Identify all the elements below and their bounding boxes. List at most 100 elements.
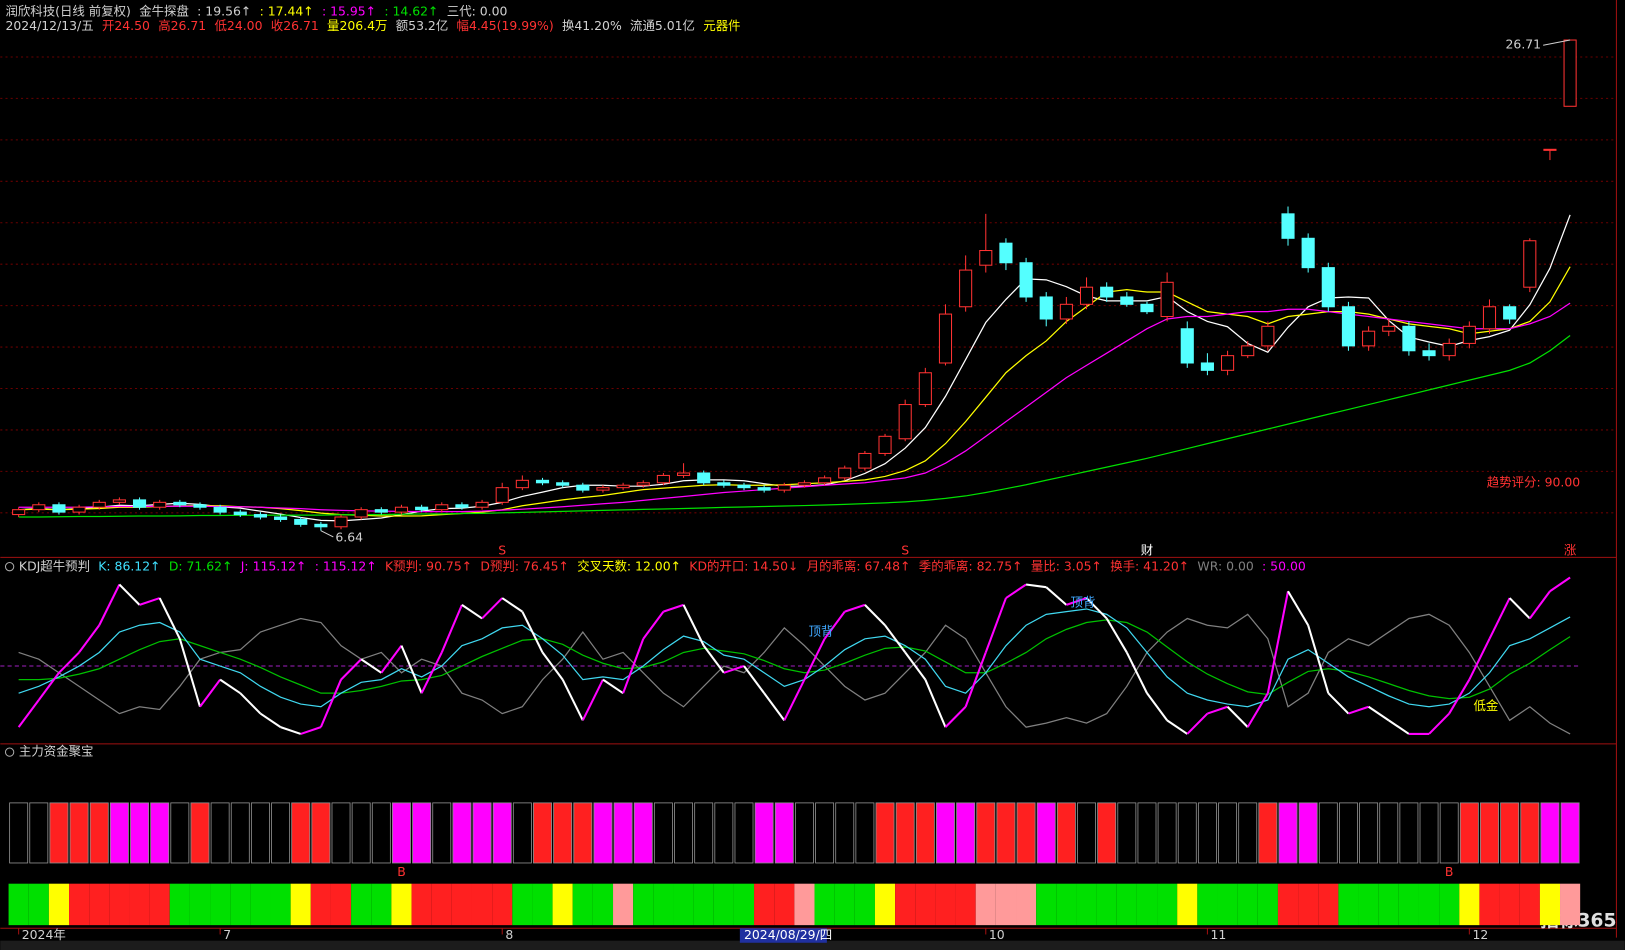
header-item: 量206.4万 xyxy=(327,17,387,32)
header-item: 额53.2亿 xyxy=(396,17,449,32)
candle-body xyxy=(1120,296,1134,305)
fund-bar xyxy=(351,802,371,864)
j-line-segment xyxy=(1368,705,1390,722)
fund-bar xyxy=(1298,802,1318,864)
fund-bar xyxy=(1016,802,1036,864)
candle-body xyxy=(898,404,912,440)
j-line-segment xyxy=(420,651,443,694)
header-item: 月的乖离: 67.48↑ xyxy=(807,558,911,573)
j-line-segment xyxy=(1528,590,1551,620)
trend-bar xyxy=(8,883,29,926)
j-line-segment xyxy=(622,638,645,694)
trend-bar xyxy=(210,883,231,926)
trend-bar xyxy=(431,883,452,926)
candle-body xyxy=(1321,267,1335,308)
cursor-date: 2024/08/29/四 xyxy=(744,927,832,942)
fund-bar xyxy=(573,802,593,864)
j-line-segment xyxy=(1428,712,1450,735)
fund-bar xyxy=(593,802,613,864)
j-line-segment xyxy=(1327,692,1350,715)
fund-bar xyxy=(1177,802,1197,864)
candle-body xyxy=(374,509,388,513)
j-line-segment xyxy=(400,645,423,694)
j-line-segment xyxy=(37,672,60,701)
trend-bar xyxy=(1519,883,1540,926)
j-line-segment xyxy=(783,679,806,721)
candle-body xyxy=(918,372,932,406)
j-line-segment xyxy=(924,679,947,728)
j-line-segment xyxy=(280,726,302,735)
j-line-segment xyxy=(581,679,604,721)
trend-bar xyxy=(290,883,311,926)
j-line-segment xyxy=(964,652,987,708)
moving-average-line xyxy=(18,335,1571,518)
fund-bar xyxy=(250,802,270,864)
fund-bar xyxy=(815,802,835,864)
candle-body xyxy=(1261,325,1275,347)
trend-bar xyxy=(1277,883,1299,926)
j-line-segment xyxy=(1125,651,1148,694)
fund-bar xyxy=(956,802,976,864)
trend-bar xyxy=(129,883,150,926)
toolbar[interactable] xyxy=(0,940,1625,950)
panel-icon xyxy=(4,562,15,572)
candle-body xyxy=(676,472,691,476)
fund-bar xyxy=(452,802,472,864)
fund-bar xyxy=(754,802,774,864)
j-line-segment xyxy=(1246,692,1269,728)
signal-annotation: 顶背 xyxy=(809,623,834,638)
candle-body xyxy=(1200,362,1214,371)
j-line-segment xyxy=(340,658,362,681)
j-line-segment xyxy=(1448,679,1471,715)
trend-bar xyxy=(1136,883,1158,926)
x-tick-label: 10 xyxy=(989,927,1005,942)
trend-bar xyxy=(1116,883,1137,926)
trend-bar xyxy=(1056,883,1077,926)
trend-bar xyxy=(754,883,775,926)
fund-bar xyxy=(915,802,935,864)
trend-bar xyxy=(693,883,714,926)
candle-body xyxy=(1019,262,1033,298)
fund-bar xyxy=(311,802,331,864)
event-marker: S xyxy=(498,543,506,558)
j-line-segment xyxy=(1226,706,1249,728)
header-item: 换手: 41.20↑ xyxy=(1110,558,1189,573)
trend-bar xyxy=(935,883,956,926)
fund-bar xyxy=(1097,802,1117,864)
j-line-segment xyxy=(319,679,342,728)
trend-bar xyxy=(552,883,573,926)
annotation: 趋势评分: 90.00 xyxy=(1487,474,1580,489)
trend-bar xyxy=(1378,883,1399,926)
j-line-segment xyxy=(763,692,786,721)
candle-body xyxy=(415,506,429,511)
candle-body xyxy=(1160,281,1174,318)
trend-bar xyxy=(1298,883,1319,926)
j-line-segment xyxy=(139,597,161,606)
j-line-segment xyxy=(1166,719,1188,735)
trend-bar xyxy=(733,883,755,926)
x-tick-label: 7 xyxy=(223,927,231,942)
trend-bar xyxy=(149,883,170,926)
j-line-segment xyxy=(743,665,765,694)
candle-body xyxy=(556,482,570,486)
moving-average-line xyxy=(18,214,1571,522)
fund-bar xyxy=(412,802,432,864)
fund-bar xyxy=(1278,802,1298,864)
header-item: D预判: 76.45↑ xyxy=(480,558,569,573)
header-item: KDJ超牛预判 xyxy=(19,558,90,573)
x-tick-label: 11 xyxy=(1211,927,1227,942)
candle-body xyxy=(32,504,46,511)
trend-bar xyxy=(915,883,936,926)
candle-body xyxy=(1523,240,1537,288)
candle-body xyxy=(697,472,711,484)
fund-bar xyxy=(1540,802,1560,864)
j-line-segment xyxy=(501,597,523,613)
j-line-segment xyxy=(904,651,927,681)
header-item: D: 71.62↑ xyxy=(169,558,233,573)
j-line-segment xyxy=(1549,576,1571,593)
j-line-segment xyxy=(300,726,322,735)
fund-bar xyxy=(976,802,996,864)
candle-body xyxy=(636,482,650,486)
trend-bar xyxy=(532,883,553,926)
